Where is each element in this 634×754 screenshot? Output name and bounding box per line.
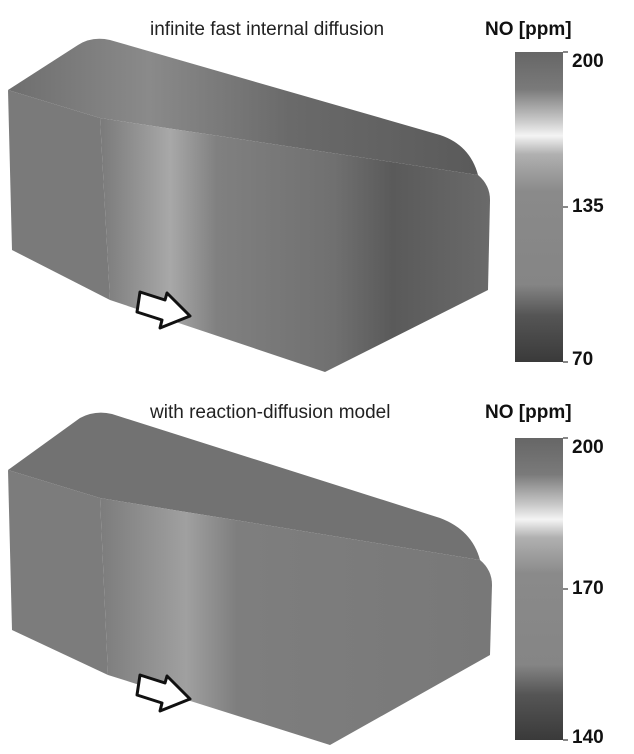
panel-top: infinite fast internal diffusion NO [ppm… (8, 19, 604, 372)
tick-label: 135 (572, 196, 604, 217)
tick-label: 200 (572, 51, 604, 72)
tick-label: 170 (572, 578, 604, 599)
colorbar-label: NO [ppm] (485, 402, 572, 423)
colorbar-bar (515, 438, 563, 740)
tick-label: 140 (572, 727, 604, 748)
panel-title: infinite fast internal diffusion (150, 19, 384, 40)
block (8, 413, 492, 745)
colorbar: 200 170 140 (515, 437, 604, 748)
panel-bottom: with reaction-diffusion model NO [ppm] 2… (8, 402, 604, 748)
block (8, 39, 490, 372)
figure: infinite fast internal diffusion NO [ppm… (0, 0, 634, 754)
colorbar-bar (515, 52, 563, 362)
colorbar: 200 135 70 (515, 51, 604, 370)
panel-title: with reaction-diffusion model (149, 402, 390, 423)
tick-label: 200 (572, 437, 604, 458)
tick-label: 70 (572, 349, 593, 370)
colorbar-label: NO [ppm] (485, 19, 572, 40)
